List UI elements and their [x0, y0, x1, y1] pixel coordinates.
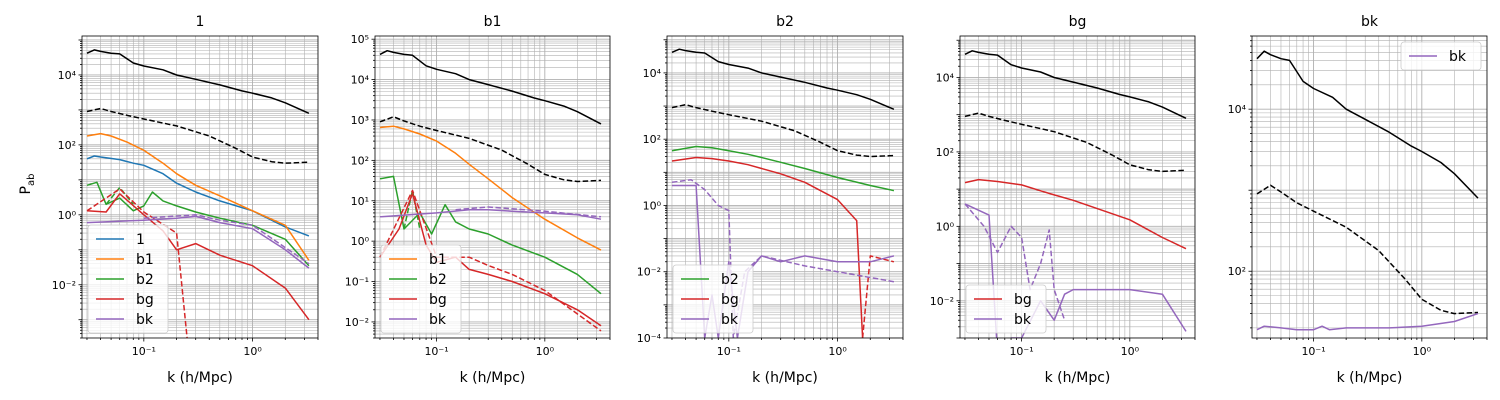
x-axis-label: k (h/Mpc)	[752, 370, 818, 386]
legend-label: bk	[429, 312, 447, 328]
x-tick-label: 10⁻¹	[132, 345, 156, 358]
y-axis-label-main: P	[18, 186, 34, 194]
x-tick-label: 10⁰	[536, 345, 555, 358]
legend-label: bg	[1014, 292, 1032, 308]
x-tick-label: 10⁰	[828, 345, 847, 358]
x-tick-label: 10⁰	[1413, 345, 1432, 358]
x-axis-label: k (h/Mpc)	[167, 370, 233, 386]
y-tick-label: 10²	[351, 154, 369, 167]
legend: bk	[1401, 42, 1481, 70]
series-line-1	[87, 109, 309, 164]
y-tick-label: 10⁻²	[345, 316, 369, 329]
y-tick-label: 10¹	[351, 195, 369, 208]
series-line-0	[87, 50, 309, 113]
x-axis-label: k (h/Mpc)	[1045, 370, 1111, 386]
series-line-2	[87, 156, 309, 236]
series-line-2	[1257, 314, 1478, 330]
series-line-2	[672, 147, 894, 191]
x-axis-label: k (h/Mpc)	[1337, 370, 1403, 386]
y-tick-label: 10⁰	[58, 209, 77, 222]
panel-title: bg	[1069, 14, 1087, 30]
y-tick-label: 10³	[351, 114, 369, 127]
panel-title: b1	[484, 14, 502, 30]
legend-label: bk	[1449, 49, 1467, 65]
y-tick-label: 10⁴	[936, 71, 955, 84]
legend: b1 b2 bg bk	[381, 245, 461, 333]
y-tick-label: 10⁻²	[930, 295, 954, 308]
x-axis-label: k (h/Mpc)	[460, 370, 526, 386]
x-tick-label: 10⁰	[243, 345, 262, 358]
y-tick-label: 10²	[1228, 265, 1246, 278]
series-line-0	[380, 51, 601, 124]
panel-title: b2	[776, 14, 794, 30]
legend-label: b2	[136, 272, 154, 288]
legend-label: bg	[136, 292, 154, 308]
legend: b2 bg bk	[673, 265, 753, 333]
series-line-7	[380, 210, 601, 220]
legend-label: bk	[1014, 312, 1032, 328]
x-tick-label: 10⁰	[1121, 345, 1140, 358]
grid	[1252, 36, 1487, 338]
axes-frame	[1252, 36, 1487, 338]
legend-label: b1	[429, 252, 447, 268]
x-tick-label: 10⁻¹	[1009, 345, 1033, 358]
y-tick-label: 10⁰	[936, 220, 955, 233]
legend-label: bg	[429, 292, 447, 308]
y-axis-label-subscript: ab	[26, 174, 37, 186]
x-tick-label: 10⁻¹	[717, 345, 741, 358]
legend-label: b1	[136, 252, 154, 268]
series-line-0	[965, 51, 1186, 119]
y-tick-label: 10⁴	[58, 69, 77, 82]
series-line-1	[1257, 185, 1478, 313]
y-tick-label: 10⁵	[351, 33, 369, 46]
panel-4: 10⁻¹ 10⁰ 10² 10⁴ bk k (h/Mpc) bk	[1228, 14, 1487, 386]
series-line-1	[965, 113, 1186, 171]
y-tick-label: 10⁴	[1228, 103, 1247, 116]
legend-label: 1	[136, 232, 145, 248]
y-tick-label: 10⁴	[351, 74, 370, 87]
panel-3: 10⁻¹ 10⁰ 10⁻² 10⁰ 10² 10⁴ bg k (h/Mpc) bg bk	[930, 14, 1195, 386]
y-tick-label: 10⁻¹	[345, 276, 369, 289]
series-line-2	[380, 126, 601, 250]
panel-1: 10⁻¹ 10⁰ 10⁻² 10⁻¹ 10⁰ 10¹ 10² 10³ 10⁴ 10⁵ b1 k (h/…	[345, 14, 610, 386]
series-line-0	[1257, 51, 1478, 198]
y-tick-label: 10²	[58, 139, 76, 152]
legend-box	[966, 285, 1046, 333]
y-tick-label: 10⁻⁴	[637, 332, 662, 345]
panel-0: 10⁻¹ 10⁰ 10⁻² 10⁰ 10² 10⁴ 1 k (h/Mpc) 1 b1 b2 bg bk	[52, 14, 318, 386]
y-tick-label: 10⁻²	[637, 266, 661, 279]
y-axis-label: Pab	[18, 174, 37, 195]
y-tick-label: 10⁰	[643, 199, 662, 212]
x-tick-label: 10⁻¹	[1301, 345, 1325, 358]
series-line-0	[672, 49, 894, 109]
legend-label: bk	[721, 312, 739, 328]
series-line-1	[672, 105, 894, 157]
legend: 1 b1 b2 bg bk	[88, 225, 168, 333]
legend: bg bk	[966, 285, 1046, 333]
legend-label: b2	[721, 272, 739, 288]
legend-label: b2	[429, 272, 447, 288]
y-tick-label: 10²	[936, 146, 954, 159]
x-tick-label: 10⁻¹	[424, 345, 448, 358]
series-line-2	[965, 180, 1186, 249]
legend-label: bg	[721, 292, 739, 308]
panel-title: 1	[196, 14, 205, 30]
panels: 10⁻¹ 10⁰10⁻²10⁰10²10⁴1k (h/Mpc)1b1b2bgbk1…	[52, 14, 1487, 386]
legend-label: bk	[136, 312, 154, 328]
panel-title: bk	[1361, 14, 1379, 30]
y-tick-label: 10⁻²	[52, 279, 76, 292]
y-tick-label: 10²	[643, 133, 661, 146]
y-tick-label: 10⁰	[351, 235, 370, 248]
y-tick-label: 10⁴	[643, 67, 662, 80]
